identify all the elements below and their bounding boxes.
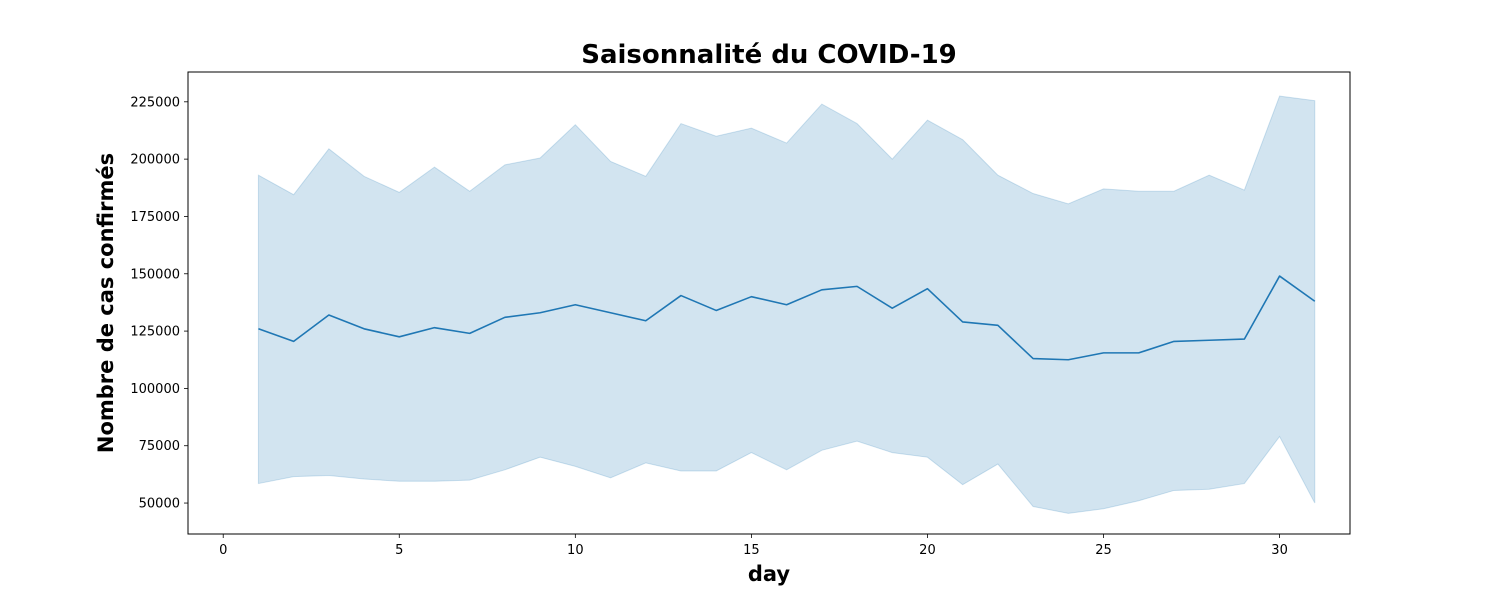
plot-frame <box>187 71 1351 535</box>
y-axis-label: Nombre de cas confirmés <box>94 153 118 453</box>
plot-area <box>187 71 1351 535</box>
x-tick-label: 0 <box>219 543 227 558</box>
x-tick-label: 25 <box>1095 543 1112 558</box>
series-line <box>258 275 1316 361</box>
x-tick-label: 30 <box>1271 543 1288 558</box>
x-tick-label: 10 <box>567 543 584 558</box>
x-tick-label: 15 <box>743 543 760 558</box>
x-axis: 0 5 10 15 20 25 30 <box>219 534 1288 558</box>
y-tick-label: 125000 <box>130 325 180 340</box>
chart-title: Saisonnalité du COVID-19 <box>581 40 957 70</box>
y-tick-label: 50000 <box>139 497 180 512</box>
y-tick-label: 150000 <box>130 267 180 282</box>
y-tick-label: 75000 <box>139 439 180 454</box>
y-axis: 50000 75000 100000 125000 150000 175000 200000… <box>130 95 188 512</box>
y-tick-label: 225000 <box>130 95 180 110</box>
y-tick-label: 200000 <box>130 153 180 168</box>
y-tick-label: 100000 <box>130 382 180 397</box>
x-axis-label: day <box>748 562 791 586</box>
x-tick-label: 5 <box>395 543 403 558</box>
y-tick-label: 175000 <box>130 210 180 225</box>
x-tick-label: 20 <box>919 543 936 558</box>
series-line-layer <box>258 275 1316 361</box>
